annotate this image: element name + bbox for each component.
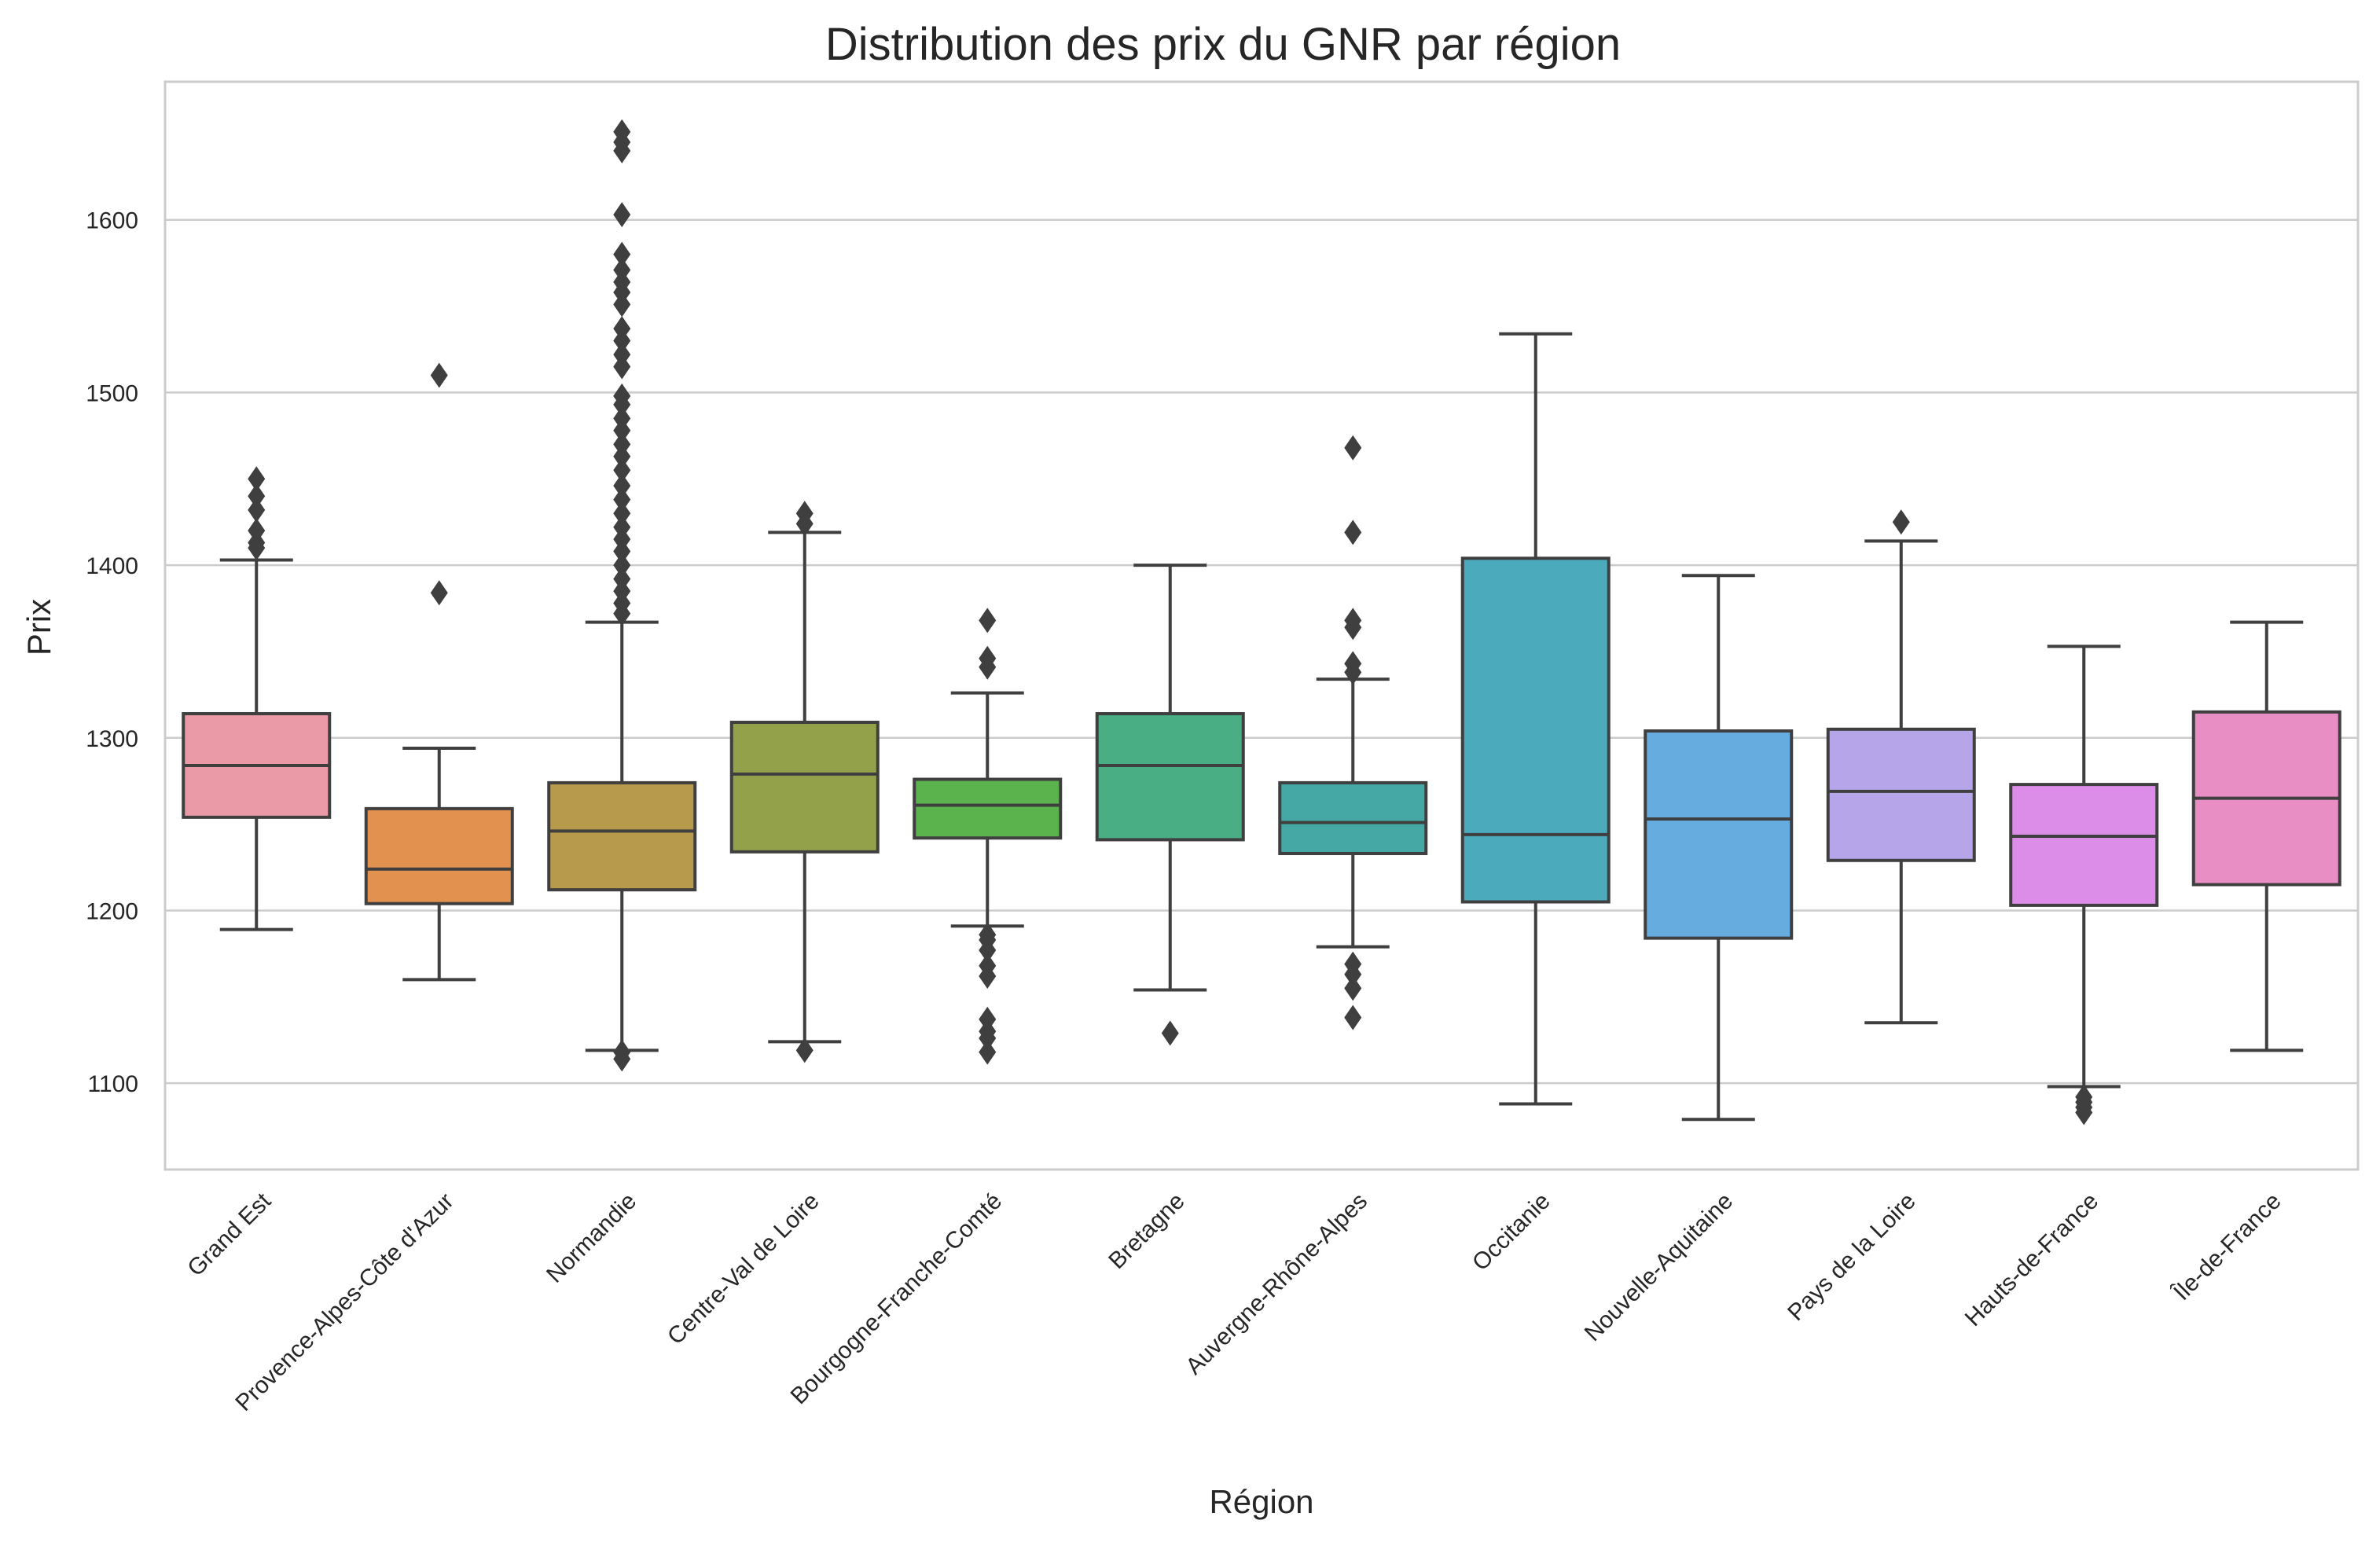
outlier-point bbox=[613, 457, 631, 483]
outlier-point bbox=[979, 608, 997, 633]
outlier-point bbox=[1344, 520, 1362, 545]
outlier-point bbox=[795, 501, 814, 527]
gridlines bbox=[165, 218, 2358, 1085]
outlier-point bbox=[613, 553, 631, 578]
outlier-point bbox=[613, 257, 631, 283]
x-tick-label-2: Normandie bbox=[542, 1188, 641, 1288]
outlier-point bbox=[613, 316, 631, 342]
outlier-point bbox=[613, 202, 631, 228]
box bbox=[913, 777, 1063, 840]
outlier-point bbox=[613, 514, 631, 540]
outlier-point bbox=[1892, 509, 1910, 535]
box-group-1 bbox=[364, 362, 514, 982]
x-tick-label-6: Auvergne-Rhône-Alpes bbox=[1181, 1188, 1372, 1380]
box-group-2 bbox=[547, 119, 697, 1072]
x-tick-label-1: Provence-Alpes-Côte d'Azur bbox=[230, 1188, 458, 1416]
outlier-point bbox=[613, 473, 631, 499]
x-tick-label-3: Centre-Val de Loire bbox=[663, 1188, 825, 1350]
outlier-point bbox=[613, 342, 631, 368]
y-tick-label-1600: 1600 bbox=[86, 208, 138, 234]
outlier-point bbox=[795, 1037, 814, 1063]
x-tick-label-9: Pays de la Loire bbox=[1783, 1188, 1920, 1326]
outlier-point bbox=[979, 1006, 997, 1032]
box bbox=[547, 780, 697, 892]
outlier-point bbox=[1344, 975, 1362, 1001]
box-group-3 bbox=[729, 501, 880, 1063]
x-tick-label-10: Hauts-de-France bbox=[1960, 1188, 2103, 1331]
x-tick-label-11: Île-de-France bbox=[2169, 1188, 2286, 1306]
box-group-7 bbox=[1460, 332, 1611, 1106]
chart-title: Distribution des prix du GNR par région bbox=[825, 19, 1621, 70]
x-tick-label-4: Bourgogne-Franche-Comté bbox=[786, 1188, 1008, 1410]
box-group-9 bbox=[1826, 509, 1976, 1025]
y-axis-label: Prix bbox=[20, 599, 57, 655]
x-axis-label: Région bbox=[1209, 1483, 1313, 1520]
box bbox=[1826, 727, 1976, 862]
outlier-point bbox=[979, 1039, 997, 1065]
x-tick-label-0: Grand Est bbox=[182, 1188, 276, 1281]
outlier-point bbox=[613, 487, 631, 512]
outlier-point bbox=[979, 645, 997, 671]
y-axis-ticks: 1100 1200 1300 1400 1500 1600 bbox=[86, 208, 138, 1097]
box-group-11 bbox=[2191, 620, 2341, 1052]
outlier-point bbox=[979, 953, 997, 979]
outlier-point bbox=[1161, 1020, 1179, 1046]
outlier-point bbox=[613, 566, 631, 592]
x-tick-label-7: Occitanie bbox=[1467, 1188, 1555, 1276]
outlier-point bbox=[248, 497, 266, 523]
box bbox=[1278, 780, 1428, 855]
x-tick-label-5: Bretagne bbox=[1104, 1188, 1189, 1274]
box-group-5 bbox=[1095, 564, 1245, 1046]
outlier-point bbox=[613, 119, 631, 145]
outlier-point bbox=[248, 518, 266, 544]
box bbox=[1644, 729, 1794, 940]
outlier-point bbox=[979, 922, 997, 948]
outlier-point bbox=[1344, 1004, 1362, 1030]
y-tick-label-1100: 1100 bbox=[87, 1071, 138, 1097]
outlier-point bbox=[430, 362, 448, 388]
box bbox=[2009, 783, 2159, 907]
outlier-point bbox=[613, 501, 631, 527]
outlier-point bbox=[613, 241, 631, 267]
outlier-point bbox=[1344, 651, 1362, 677]
outlier-point bbox=[613, 1039, 631, 1065]
box bbox=[364, 806, 514, 905]
outlier-point bbox=[430, 580, 448, 606]
outlier-point bbox=[613, 431, 631, 457]
outlier-point bbox=[1344, 608, 1362, 633]
outlier-point bbox=[1344, 435, 1362, 461]
boxes bbox=[182, 119, 2341, 1126]
box-group-4 bbox=[913, 608, 1063, 1065]
box-group-8 bbox=[1644, 574, 1794, 1122]
x-tick-label-8: Nouvelle-Aquitaine bbox=[1580, 1188, 1738, 1346]
y-tick-label-1400: 1400 bbox=[86, 553, 138, 579]
box-group-0 bbox=[182, 466, 332, 931]
outlier-point bbox=[613, 406, 631, 431]
box-group-10 bbox=[2009, 644, 2159, 1126]
outlier-point bbox=[613, 383, 631, 409]
outlier-point bbox=[248, 483, 266, 509]
outlier-point bbox=[1344, 951, 1362, 977]
y-tick-label-1300: 1300 bbox=[86, 726, 138, 752]
box bbox=[729, 721, 880, 854]
y-tick-label-1500: 1500 bbox=[86, 380, 138, 406]
box-group-6 bbox=[1278, 435, 1428, 1030]
box bbox=[1095, 712, 1245, 842]
outlier-point bbox=[248, 466, 266, 492]
plot-frame bbox=[163, 80, 2360, 1171]
outlier-point bbox=[2075, 1084, 2093, 1110]
y-tick-label-1200: 1200 bbox=[86, 898, 138, 924]
box bbox=[1460, 556, 1611, 904]
